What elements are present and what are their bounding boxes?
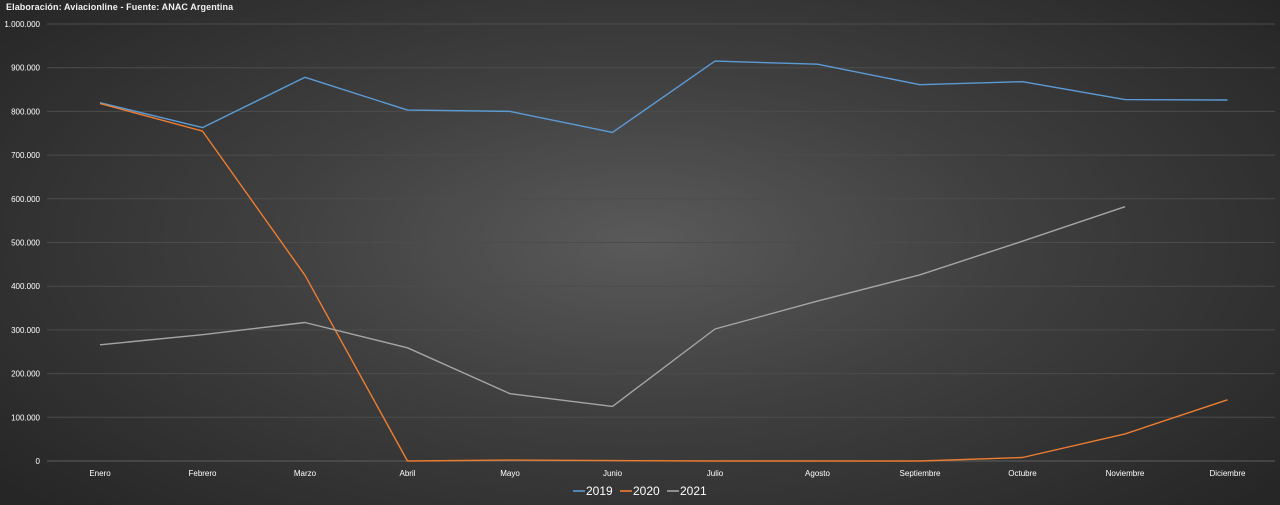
y-tick-label: 600.000 <box>11 195 40 204</box>
x-tick-label: Julio <box>707 469 724 478</box>
y-tick-label: 400.000 <box>11 282 40 291</box>
chart-title: Elaboración: Aviacionline - Fuente: ANAC… <box>6 2 234 12</box>
y-tick-label: 900.000 <box>11 64 40 73</box>
x-tick-label: Noviembre <box>1106 469 1145 478</box>
x-tick-label: Agosto <box>805 469 830 478</box>
y-tick-label: 300.000 <box>11 326 40 335</box>
y-tick-label: 0 <box>36 457 41 466</box>
y-tick-label: 800.000 <box>11 107 40 116</box>
y-tick-label: 100.000 <box>11 413 40 422</box>
x-tick-label: Mayo <box>500 469 520 478</box>
y-tick-label: 700.000 <box>11 151 40 160</box>
x-tick-label: Febrero <box>188 469 217 478</box>
x-tick-label: Septiembre <box>900 469 941 478</box>
x-tick-label: Enero <box>89 469 111 478</box>
x-tick-label: Marzo <box>294 469 317 478</box>
series-line-2020 <box>99 102 1228 462</box>
x-tick-label: Diciembre <box>1209 469 1246 478</box>
y-tick-label: 200.000 <box>11 370 40 379</box>
legend-label-2021: 2021 <box>680 484 707 498</box>
series-line-2021 <box>99 206 1126 408</box>
legend-label-2020: 2020 <box>633 484 660 498</box>
y-tick-label: 1.000.000 <box>4 20 40 29</box>
x-tick-label: Junio <box>603 469 623 478</box>
series-line-2019 <box>99 60 1228 134</box>
y-tick-label: 500.000 <box>11 239 40 248</box>
x-tick-label: Abril <box>399 469 415 478</box>
x-tick-label: Octubre <box>1008 469 1037 478</box>
legend-label-2019: 2019 <box>586 484 613 498</box>
